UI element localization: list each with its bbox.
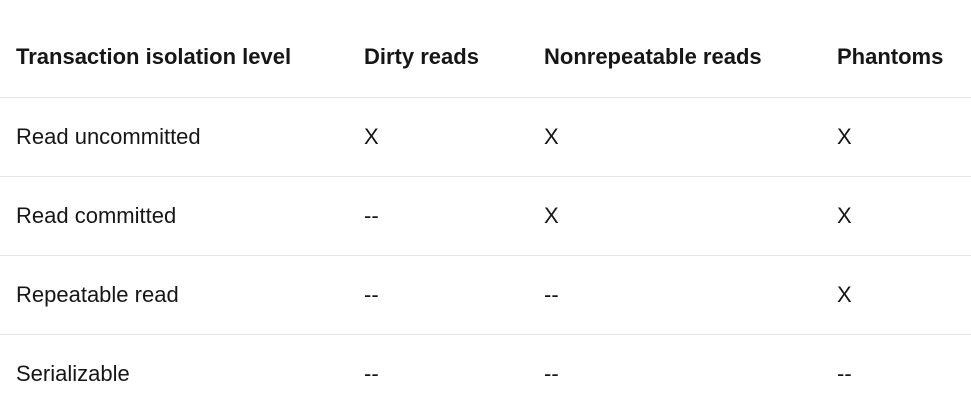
header-nonrepeatable-reads: Nonrepeatable reads	[528, 0, 821, 98]
table-row: Serializable -- -- --	[0, 335, 971, 413]
cell-phantoms: X	[821, 177, 971, 256]
cell-nonrepeatable-reads: --	[528, 256, 821, 335]
header-isolation-level: Transaction isolation level	[0, 0, 348, 98]
cell-dirty-reads: X	[348, 98, 528, 177]
cell-dirty-reads: --	[348, 177, 528, 256]
header-row: Transaction isolation level Dirty reads …	[0, 0, 971, 98]
cell-isolation-level: Read committed	[0, 177, 348, 256]
cell-isolation-level: Repeatable read	[0, 256, 348, 335]
header-dirty-reads: Dirty reads	[348, 0, 528, 98]
cell-nonrepeatable-reads: X	[528, 98, 821, 177]
table-row: Read committed -- X X	[0, 177, 971, 256]
table-row: Read uncommitted X X X	[0, 98, 971, 177]
cell-isolation-level: Serializable	[0, 335, 348, 413]
table-row: Repeatable read -- -- X	[0, 256, 971, 335]
cell-phantoms: X	[821, 98, 971, 177]
table-body: Read uncommitted X X X Read committed --…	[0, 98, 971, 413]
cell-dirty-reads: --	[348, 335, 528, 413]
cell-phantoms: --	[821, 335, 971, 413]
cell-nonrepeatable-reads: X	[528, 177, 821, 256]
cell-isolation-level: Read uncommitted	[0, 98, 348, 177]
header-phantoms: Phantoms	[821, 0, 971, 98]
cell-nonrepeatable-reads: --	[528, 335, 821, 413]
table-header: Transaction isolation level Dirty reads …	[0, 0, 971, 98]
cell-phantoms: X	[821, 256, 971, 335]
cell-dirty-reads: --	[348, 256, 528, 335]
